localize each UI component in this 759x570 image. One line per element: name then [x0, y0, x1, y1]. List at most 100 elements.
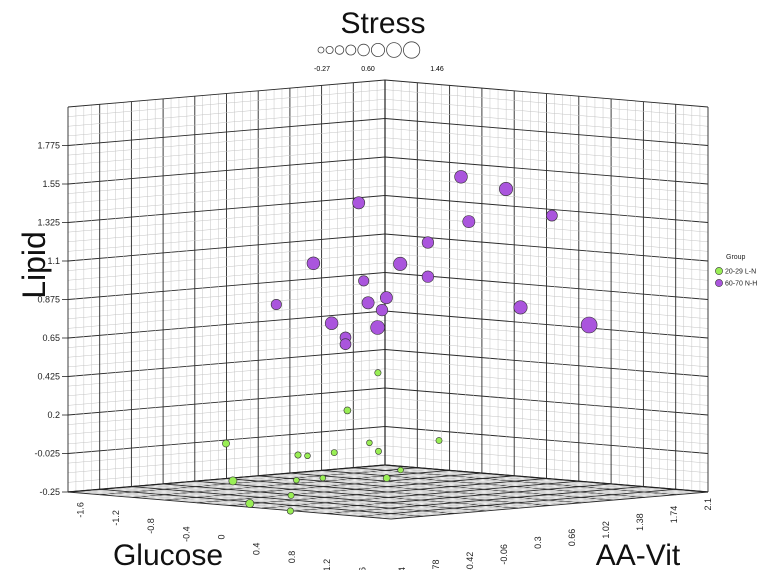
grid-line: [384, 204, 709, 233]
z-tick-label: -0.78: [431, 559, 441, 570]
grid-line: [318, 485, 636, 514]
z-tick-label: 1.74: [669, 506, 679, 524]
grid-line: [384, 224, 709, 252]
x-tick-label: 1.6: [357, 567, 367, 570]
grid-line: [229, 478, 547, 506]
size-legend-circle: [357, 43, 370, 57]
y-tick-label: 0.875: [37, 295, 60, 305]
grid-line: [67, 99, 386, 127]
grid-line: [75, 491, 399, 519]
y-tick-label: 1.55: [42, 179, 60, 189]
grid-line: [261, 480, 579, 509]
grid-line: [67, 272, 386, 300]
chart-title: Stress: [340, 7, 425, 40]
grid-line: [384, 127, 709, 156]
grid-line: [269, 481, 587, 510]
point-60-70: [454, 170, 468, 184]
legend-label: 60-70 N-H: [725, 281, 757, 288]
grid-line: [384, 214, 709, 242]
grid-line: [384, 89, 709, 117]
grid-line: [67, 204, 386, 233]
point-60-70: [513, 300, 528, 315]
x-tick-label: -0.8: [146, 518, 156, 534]
grid-line: [210, 479, 534, 508]
size-legend-circle: [317, 46, 325, 54]
grid-line: [237, 478, 555, 507]
grid-line: [382, 491, 700, 519]
grid-line: [171, 482, 495, 511]
point-20-29: [366, 439, 373, 446]
x-tick-label: -1.2: [111, 510, 121, 526]
grid-line: [83, 490, 407, 518]
y-axis-label: Lipid: [16, 231, 52, 299]
grid-line: [384, 195, 709, 223]
grid-line: [310, 485, 628, 513]
grid-line: [390, 491, 709, 520]
x-axis-label: Glucose: [113, 539, 223, 570]
axis-titles: Stress Lipid Glucose AA-Vit: [16, 7, 681, 570]
x-tick-label: -0.4: [181, 526, 191, 542]
legend: Group 20-29 L-N 60-70 N-H: [715, 254, 757, 288]
grid-line: [67, 147, 386, 175]
grid-line: [384, 79, 709, 108]
grid-line: [384, 108, 709, 137]
grid-line: [67, 166, 386, 194]
x-tick-label: -1.6: [76, 502, 86, 518]
grid-line: [374, 490, 692, 518]
x-tick-label: 0.8: [287, 551, 297, 564]
z-tick-label: 2.1: [703, 498, 713, 511]
grid-line: [99, 488, 423, 517]
point-20-29: [245, 499, 255, 508]
grid-line: [253, 480, 571, 508]
size-legend-circle: [334, 45, 345, 55]
grid-line: [123, 487, 447, 515]
z-tick-label: 1.02: [601, 521, 611, 539]
grid-panels: [67, 79, 709, 520]
point-20-29: [375, 447, 382, 455]
point-60-70: [393, 256, 408, 271]
grid-line: [384, 262, 709, 291]
point-20-29: [319, 474, 326, 482]
grid-line: [358, 488, 676, 517]
grid-line: [139, 485, 463, 514]
x-tick-label: 0: [217, 535, 227, 540]
point-60-70: [270, 298, 282, 310]
size-legend-circle: [325, 46, 334, 55]
point-60-70: [379, 291, 393, 305]
grid-line: [218, 478, 542, 507]
point-60-70: [352, 196, 366, 210]
grid-line: [384, 253, 709, 281]
grid-line: [384, 137, 709, 165]
y-tick-label: 0.2: [47, 410, 60, 420]
grid-line: [67, 108, 386, 137]
grid-line: [147, 485, 471, 513]
point-60-70: [580, 316, 598, 334]
point-20-29: [228, 476, 238, 486]
grid-line: [67, 118, 386, 146]
y-tick-label: 1.325: [37, 218, 60, 228]
point-20-29: [374, 369, 382, 377]
grid-line: [384, 185, 709, 214]
point-20-29: [286, 507, 294, 515]
size-legend-label: -0.27: [314, 66, 330, 73]
point-20-29: [343, 406, 352, 415]
z-tick-label: -1.14: [397, 567, 407, 570]
grid-line: [294, 483, 612, 512]
grid-line: [67, 491, 392, 520]
legend-title: Group: [726, 254, 746, 261]
point-60-70: [421, 270, 435, 283]
axis-line: [384, 464, 709, 493]
z-tick-label: 1.38: [635, 513, 645, 531]
z-tick-label: -0.42: [465, 552, 475, 570]
grid-line: [67, 243, 386, 271]
y-tick-label: 0.65: [42, 333, 60, 343]
point-60-70: [370, 320, 385, 335]
size-legend-label: 0.60: [361, 66, 375, 73]
grid-line: [67, 89, 386, 117]
size-legend-circle: [386, 42, 402, 58]
point-60-70: [546, 209, 558, 222]
data-points: [222, 170, 598, 515]
point-60-70: [306, 256, 321, 270]
grid-line: [155, 484, 479, 512]
